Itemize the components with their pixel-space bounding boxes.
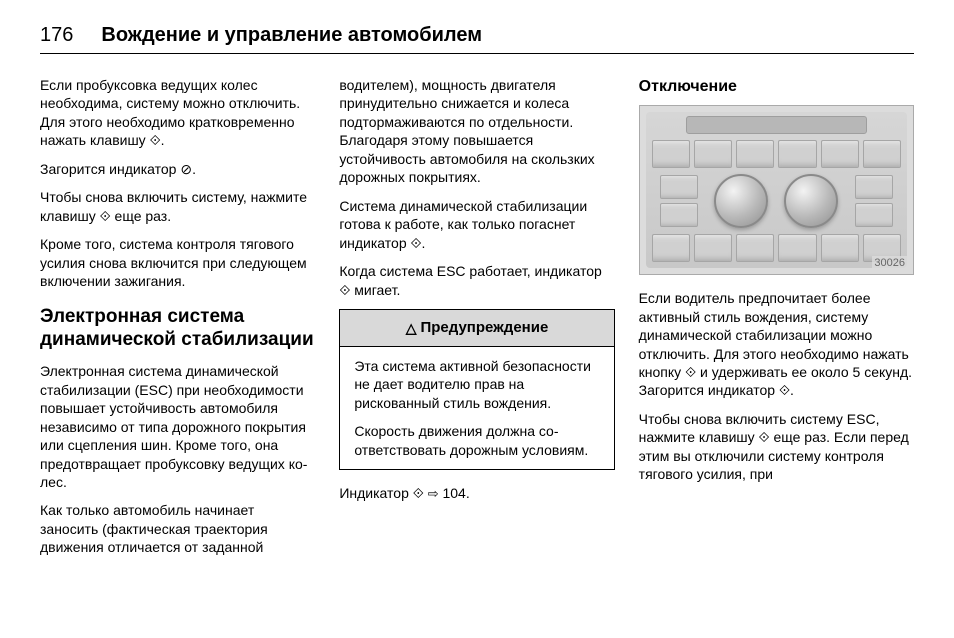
body-text: Как только автомобиль начинает заносить …	[40, 501, 315, 556]
console-button	[821, 140, 859, 168]
body-text: Эта система активной безопас­ности не да…	[354, 357, 599, 412]
console-button	[736, 140, 774, 168]
console-dial	[784, 174, 838, 228]
text: Если пробуксовка ведущих колес необходим…	[40, 77, 300, 148]
text: Система динамической стабилиза­ции готов…	[339, 198, 587, 251]
button-glyph-icon: ⟐	[100, 207, 111, 225]
text: .	[422, 235, 426, 251]
console-button	[652, 140, 690, 168]
button-glyph-icon: ⟐	[150, 131, 161, 149]
reference-arrow-icon: ⇨	[428, 486, 439, 501]
body-text: Система динамической стабилиза­ции готов…	[339, 197, 614, 252]
body-text: Загорится индикатор ⊘.	[40, 160, 315, 178]
body-text: Скорость движения должна со­ответствоват…	[354, 422, 599, 459]
text: Чтобы снова включить систему, на­жмите к…	[40, 189, 307, 223]
section-heading-esc: Электронная система динамической стабили…	[40, 305, 315, 353]
subsection-heading-disable: Отключение	[639, 76, 914, 97]
text: Когда система ESC работает, ин­дикатор	[339, 263, 601, 279]
console-side-buttons	[855, 172, 893, 230]
text: .	[161, 132, 165, 148]
text: еще раз.	[111, 208, 171, 224]
text: 104.	[439, 485, 470, 501]
text: Индикатор	[339, 485, 412, 501]
body-text: Электронная система динамиче­ской стабил…	[40, 362, 315, 491]
body-text: Чтобы снова включить систему ESC, нажмит…	[639, 410, 914, 484]
text: мигает.	[350, 282, 400, 298]
button-glyph-icon: ⟐	[759, 428, 770, 446]
column-3: Отключение	[639, 76, 914, 567]
text: Загорится индикатор	[40, 161, 180, 177]
console-button-row	[652, 234, 901, 262]
text: .	[790, 382, 794, 398]
console-button	[778, 140, 816, 168]
esc-glyph-icon: ⟐	[413, 484, 424, 502]
console-button	[863, 140, 901, 168]
console-dial	[714, 174, 768, 228]
illustration-number: 30026	[872, 256, 907, 271]
text: .	[192, 161, 196, 177]
column-2: водителем), мощность двигателя принудите…	[339, 76, 614, 567]
esc-glyph-icon: ⟐	[339, 281, 350, 299]
body-text: Если водитель предпочитает бо­лее активн…	[639, 289, 914, 400]
body-text: Когда система ESC работает, ин­дикатор ⟐…	[339, 262, 614, 299]
body-text: водителем), мощность двигателя принудите…	[339, 76, 614, 187]
warning-title: Предупреждение	[420, 318, 548, 338]
console-button	[694, 140, 732, 168]
console-button	[736, 234, 774, 262]
page-number: 176	[40, 24, 73, 47]
console-mid	[652, 172, 901, 230]
warning-heading: △Предупреждение	[340, 310, 613, 347]
console-button	[855, 175, 893, 199]
body-text: Если пробуксовка ведущих колес необходим…	[40, 76, 315, 150]
warning-body: Эта система активной безопас­ности не да…	[340, 347, 613, 469]
body-text: Кроме того, система контроля тяго­вого у…	[40, 235, 315, 290]
indicator-off-icon: ⊘	[180, 160, 192, 178]
console-button	[778, 234, 816, 262]
warning-triangle-icon: △	[406, 321, 417, 335]
console-illustration: 30026	[639, 105, 914, 275]
console-button	[855, 203, 893, 227]
body-text: Индикатор ⟐ ⇨ 104.	[339, 484, 614, 502]
console-side-buttons	[660, 172, 698, 230]
body-text: Чтобы снова включить систему, на­жмите к…	[40, 188, 315, 225]
column-1: Если пробуксовка ведущих колес необходим…	[40, 76, 315, 567]
console-button	[660, 203, 698, 227]
page-header: 176 Вождение и управление автомобилем	[40, 24, 914, 54]
console-button	[660, 175, 698, 199]
header-title: Вождение и управление автомобилем	[101, 24, 482, 47]
esc-off-glyph-icon: ⟐	[779, 381, 790, 399]
console-button-row	[652, 140, 901, 168]
page: 176 Вождение и управление автомобилем Ес…	[0, 0, 954, 638]
button-glyph-icon: ⟐	[685, 363, 696, 381]
console-button	[652, 234, 690, 262]
esc-glyph-icon: ⟐	[411, 234, 422, 252]
console-button	[694, 234, 732, 262]
columns: Если пробуксовка ведущих колес необходим…	[40, 76, 914, 567]
warning-box: △Предупреждение Эта система активной без…	[339, 309, 614, 470]
console-slot	[686, 116, 867, 134]
console-body	[646, 112, 907, 268]
console-button	[821, 234, 859, 262]
